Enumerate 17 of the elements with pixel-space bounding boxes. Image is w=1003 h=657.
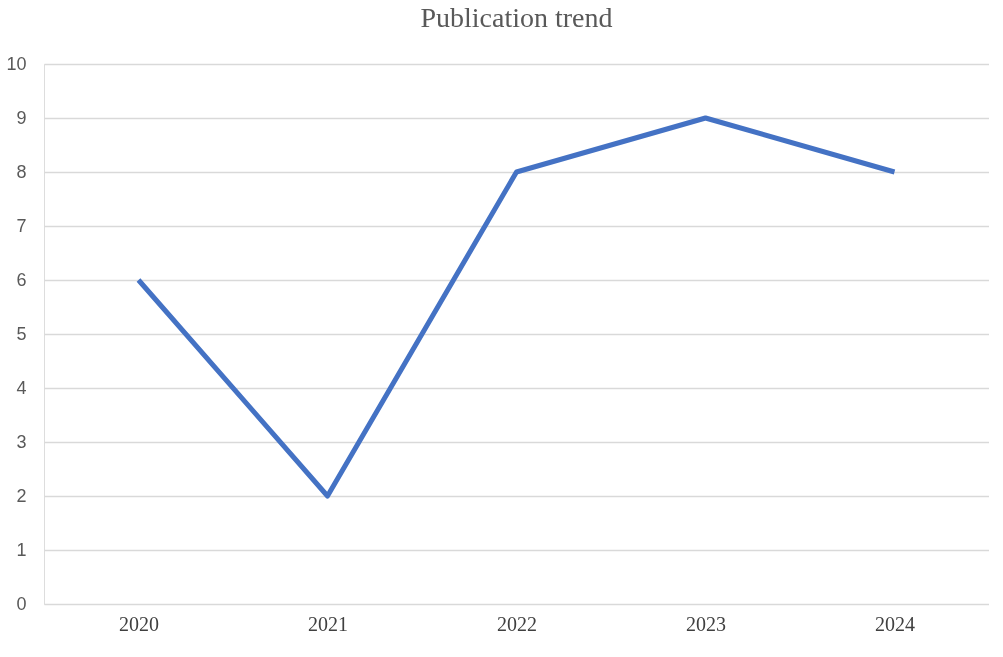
x-tick-label: 2023 xyxy=(686,612,726,635)
y-tick-label: 3 xyxy=(16,431,27,452)
x-tick-label: 2020 xyxy=(119,612,159,635)
y-tick-label: 0 xyxy=(16,593,27,614)
y-tick-label: 4 xyxy=(16,377,27,398)
y-tick-label: 7 xyxy=(16,215,27,236)
x-tick-label: 2021 xyxy=(308,612,348,635)
x-tick-label: 2022 xyxy=(497,612,537,635)
chart-title: Publication trend xyxy=(420,2,613,33)
y-tick-label: 2 xyxy=(16,485,27,506)
y-tick-label: 5 xyxy=(16,323,27,344)
y-tick-label: 10 xyxy=(6,53,27,74)
y-tick-label: 9 xyxy=(16,107,27,128)
y-tick-label: 1 xyxy=(16,539,27,560)
y-tick-label: 8 xyxy=(16,161,27,182)
y-tick-label: 6 xyxy=(16,269,27,290)
x-tick-label: 2024 xyxy=(875,612,915,635)
